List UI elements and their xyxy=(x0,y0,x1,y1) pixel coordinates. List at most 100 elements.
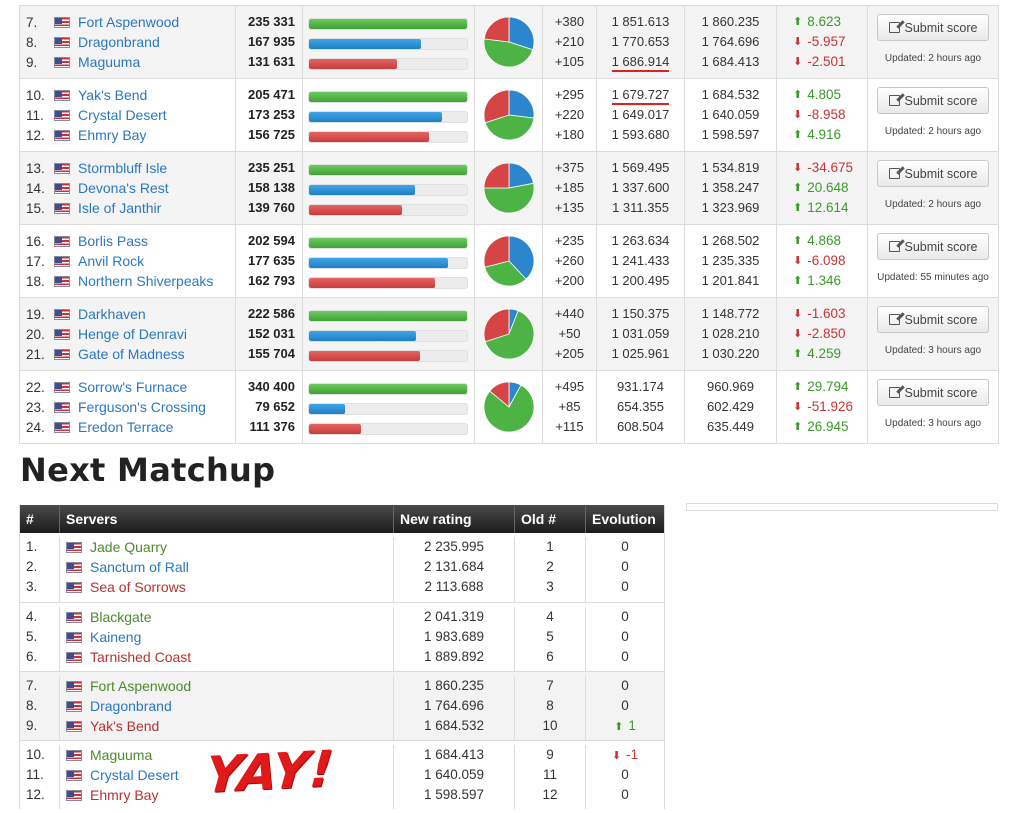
header-rank[interactable]: # xyxy=(20,505,60,533)
pie-cell xyxy=(475,152,543,224)
evolution-value: 4.868 xyxy=(807,233,842,248)
rating-value: 1 649.017 xyxy=(611,107,670,122)
score-delta: +85 xyxy=(558,399,581,414)
delta-cell: +380 +210 +105 xyxy=(543,6,597,78)
score-bar-fill xyxy=(309,59,398,69)
server-link[interactable]: Ferguson's Crossing xyxy=(78,399,206,415)
server-link[interactable]: Yak's Bend xyxy=(78,87,148,103)
evolution-value: 4.805 xyxy=(807,87,842,102)
old-rank-cell: 4 5 6 xyxy=(515,607,586,671)
new-rating-cell: 1 860.235 1 764.696 1 684.532 xyxy=(394,676,515,740)
server-link[interactable]: Isle of Janthir xyxy=(78,200,162,216)
submit-cell: Submit score Updated: 2 hours ago xyxy=(868,79,998,151)
server-link[interactable]: Tarnished Coast xyxy=(90,649,192,665)
rating-value: 1 770.653 xyxy=(611,34,670,49)
rank-evolution: 0 xyxy=(586,765,664,785)
server-link[interactable]: Sea of Sorrows xyxy=(90,579,186,595)
old-rating: 654.355 xyxy=(597,397,684,417)
pie-slice-red xyxy=(483,308,509,343)
submit-score-label: Submit score xyxy=(904,93,978,108)
score-bar xyxy=(308,200,474,220)
rank-number: 1. xyxy=(26,539,38,554)
rating-evolution: ⬆ 8.623 xyxy=(793,12,867,32)
score-value: 235 251 xyxy=(248,160,295,175)
server-link[interactable]: Crystal Desert xyxy=(90,767,179,783)
server-link[interactable]: Sanctum of Rall xyxy=(90,559,189,575)
score-bar-track xyxy=(308,237,468,249)
server-link[interactable]: Jade Quarry xyxy=(90,539,168,555)
server-row: 24. Eredon Terrace xyxy=(26,417,235,437)
score-bar xyxy=(308,273,474,293)
old-rating: 1 150.375 xyxy=(597,304,684,324)
new-rating: 1 358.247 xyxy=(701,180,760,195)
server-link[interactable]: Borlis Pass xyxy=(78,233,149,249)
score-pie-chart xyxy=(483,235,534,287)
evolution-value: -1 xyxy=(626,747,639,762)
server-link[interactable]: Yak's Bend xyxy=(90,718,160,734)
servers-cell: Blackgate Kaineng Tarnished Coast xyxy=(60,607,394,671)
score-value: 155 704 xyxy=(248,346,295,361)
rating-cell: 1 150.375 1 031.059 1 025.961 xyxy=(597,298,685,370)
score-bar-fill xyxy=(309,424,362,434)
server-link[interactable]: Stormbluff Isle xyxy=(78,160,168,176)
us-flag-icon xyxy=(66,720,82,732)
us-flag-icon xyxy=(54,36,70,48)
arrow-up-icon: ⬆ xyxy=(793,89,803,101)
server-link[interactable]: Kaineng xyxy=(90,629,142,645)
header-new-rating[interactable]: New rating xyxy=(394,505,515,533)
server-link[interactable]: Fort Aspenwood xyxy=(90,678,192,694)
score-bar-fill xyxy=(309,92,467,102)
server-link[interactable]: Dragonbrand xyxy=(90,698,172,714)
server-link[interactable]: Eredon Terrace xyxy=(78,419,174,435)
submit-score-button[interactable]: Submit score xyxy=(877,379,989,406)
score-bar-fill xyxy=(309,258,449,268)
server-link[interactable]: Maguuma xyxy=(90,747,153,763)
evolution-value: -2.501 xyxy=(807,54,846,69)
new-rating-cell: 1 148.772 1 028.210 1 030.220 xyxy=(685,298,777,370)
server-link[interactable]: Henge of Denravi xyxy=(78,326,187,342)
server-link[interactable]: Maguuma xyxy=(78,54,141,70)
new-rating: 1 684.413 xyxy=(701,54,760,69)
score-delta: +205 xyxy=(554,346,585,361)
server-link[interactable]: Crystal Desert xyxy=(78,107,167,123)
old-rating: 608.504 xyxy=(597,417,684,437)
submit-score-button[interactable]: Submit score xyxy=(877,87,989,114)
submit-score-button[interactable]: Submit score xyxy=(877,306,989,333)
server-link[interactable]: Darkhaven xyxy=(78,306,146,322)
old-rating: 1 770.653 xyxy=(597,32,684,52)
server-link[interactable]: Anvil Rock xyxy=(78,253,145,269)
header-evolution[interactable]: Evolution xyxy=(592,511,656,527)
us-flag-icon xyxy=(54,328,70,340)
evolution-cell: ⬆ 4.805 ⬇ -8.958 ⬆ 4.916 xyxy=(777,79,868,151)
arrow-down-icon: ⬇ xyxy=(793,36,803,48)
server-link[interactable]: Northern Shiverpeaks xyxy=(78,273,214,289)
us-flag-icon xyxy=(54,129,70,141)
server-link[interactable]: Devona's Rest xyxy=(78,180,169,196)
rank-number: 9. xyxy=(26,54,38,70)
header-old-rank[interactable]: Old # xyxy=(515,505,586,533)
server-link[interactable]: Fort Aspenwood xyxy=(78,14,180,30)
server-link[interactable]: Sorrow's Furnace xyxy=(78,379,188,395)
server-link[interactable]: Gate of Madness xyxy=(78,346,185,362)
edit-icon xyxy=(888,387,900,398)
evolution-cell: ⬇ -1 0 0 xyxy=(586,745,664,809)
server-link[interactable]: Ehmry Bay xyxy=(78,127,147,143)
submit-score-button[interactable]: Submit score xyxy=(877,14,989,41)
header-servers[interactable]: Servers xyxy=(60,505,394,533)
new-rating: 2 235.995 xyxy=(423,539,485,554)
submit-score-button[interactable]: Submit score xyxy=(877,233,989,260)
old-rank-cell: 9 11 12 xyxy=(515,745,586,809)
server-row: 17. Anvil Rock xyxy=(26,251,235,271)
server-link[interactable]: Dragonbrand xyxy=(78,34,160,50)
score-delta: +50 xyxy=(558,326,581,341)
evolution-value: 0 xyxy=(621,649,629,664)
score-bar xyxy=(308,233,474,253)
edit-icon xyxy=(888,241,900,252)
matchup-group: 7. 8. 9. Fort Aspenwood Dragonbrand Yak's Ben… xyxy=(20,671,664,740)
score-bar-track xyxy=(308,18,468,30)
server-link[interactable]: Ehmry Bay xyxy=(90,787,159,803)
server-row: Blackgate xyxy=(66,607,393,627)
submit-score-button[interactable]: Submit score xyxy=(877,160,989,187)
server-link[interactable]: Blackgate xyxy=(90,609,152,625)
rating-value: 1 200.495 xyxy=(611,273,670,288)
